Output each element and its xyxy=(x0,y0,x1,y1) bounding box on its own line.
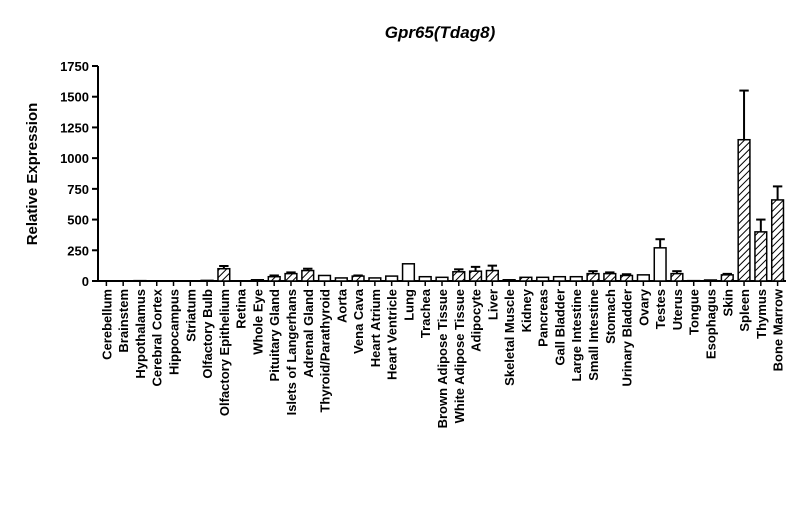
x-tick-label: Small Intestine xyxy=(586,289,601,381)
y-tick-label: 1250 xyxy=(60,120,89,135)
bar xyxy=(738,140,750,281)
bar xyxy=(654,248,666,281)
x-tick-label: Spleen xyxy=(737,289,752,332)
bar xyxy=(520,277,532,281)
y-tick-label: 1500 xyxy=(60,90,89,105)
bar xyxy=(637,275,649,281)
bar xyxy=(419,277,431,281)
x-tick-label: Large Intestine xyxy=(569,289,584,381)
error-bar xyxy=(655,239,664,248)
bar xyxy=(369,278,381,281)
x-tick-label: Cerebellum xyxy=(99,289,114,360)
x-tick-label: Trachea xyxy=(418,288,433,338)
x-tick-label: Adrenal Gland xyxy=(301,289,316,378)
x-tick-label: Thyroid/Parathyroid xyxy=(318,289,333,413)
x-tick-label: Retina xyxy=(234,288,249,329)
bar xyxy=(302,271,314,281)
x-tick-label: Brainstem xyxy=(116,289,131,353)
bar xyxy=(604,274,616,281)
bar xyxy=(587,274,599,281)
x-tick-label: Lung xyxy=(401,289,416,321)
x-tick-label: Aorta xyxy=(334,288,349,323)
x-tick-label: White Adipose Tissue xyxy=(452,289,467,423)
bar xyxy=(486,271,498,281)
bar xyxy=(705,280,717,281)
x-tick-label: Skin xyxy=(720,289,735,317)
x-tick-label: Heart Ventricle xyxy=(385,289,400,380)
x-tick-label: Olfactory Bulb xyxy=(200,289,215,379)
x-tick-label: Hippocampus xyxy=(167,289,182,375)
bar xyxy=(201,280,213,281)
x-tick-label: Cerebral Cortex xyxy=(150,288,165,386)
x-tick-label: Striatum xyxy=(183,289,198,342)
x-tick-label: Skeletal Muscle xyxy=(502,289,517,386)
x-tick-label: Uterus xyxy=(670,289,685,330)
x-tick-label: Ovary xyxy=(636,288,651,326)
bar xyxy=(252,280,264,281)
x-tick-label: Kidney xyxy=(519,288,534,332)
bar xyxy=(403,264,415,281)
error-bar xyxy=(773,186,782,200)
bar xyxy=(621,275,633,281)
x-tick-label: Pancreas xyxy=(536,289,551,347)
y-tick-label: 1750 xyxy=(60,59,89,74)
x-tick-label: Esophagus xyxy=(703,289,718,359)
bar xyxy=(218,269,230,281)
x-tick-label: Hypothalamus xyxy=(133,289,148,379)
bar xyxy=(554,277,566,281)
bar xyxy=(319,275,331,281)
bar xyxy=(772,200,784,281)
x-tick-label: Testes xyxy=(653,289,668,329)
bar xyxy=(470,271,482,281)
x-tick-label: Brown Adipose Tissue xyxy=(435,289,450,428)
x-tick-label: Urinary Bladder xyxy=(620,289,635,387)
bar xyxy=(570,277,582,281)
x-tick-label: Pituitary Gland xyxy=(267,289,282,382)
y-tick-label: 1000 xyxy=(60,151,89,166)
bar xyxy=(386,276,398,281)
x-tick-label: Bone Marrow xyxy=(771,288,786,371)
x-tick-label: Islets of Langerhans xyxy=(284,289,299,415)
error-bar xyxy=(739,91,748,140)
bar xyxy=(335,278,347,281)
x-tick-label: Tongue xyxy=(687,289,702,335)
y-tick-label: 500 xyxy=(67,213,89,228)
x-tick-label: Liver xyxy=(485,289,500,320)
chart-title: Gpr65(Tdag8) xyxy=(385,23,496,42)
bar xyxy=(755,232,767,281)
x-tick-label: Gall Bladder xyxy=(552,289,567,366)
x-tick-label: Stomach xyxy=(603,289,618,344)
bar xyxy=(671,274,683,281)
y-tick-label: 0 xyxy=(82,274,89,289)
x-tick-label: Whole Eye xyxy=(250,289,265,355)
bar xyxy=(721,275,733,281)
bar xyxy=(453,272,465,281)
bar xyxy=(268,277,280,281)
bar xyxy=(537,277,549,281)
error-bar xyxy=(756,220,765,232)
y-axis-label: Relative Expression xyxy=(24,103,41,246)
bar xyxy=(503,280,515,281)
bar xyxy=(285,274,297,281)
x-tick-label: Heart Atrium xyxy=(368,289,383,367)
bar xyxy=(352,276,364,281)
y-tick-label: 250 xyxy=(67,243,89,258)
bar xyxy=(436,277,448,281)
x-tick-label: Adipocyte xyxy=(469,289,484,352)
x-tick-label: Vena Cava xyxy=(351,288,366,354)
x-tick-label: Thymus xyxy=(754,289,769,339)
x-tick-label: Olfactory Epithelium xyxy=(217,289,232,416)
y-tick-label: 750 xyxy=(67,182,89,197)
